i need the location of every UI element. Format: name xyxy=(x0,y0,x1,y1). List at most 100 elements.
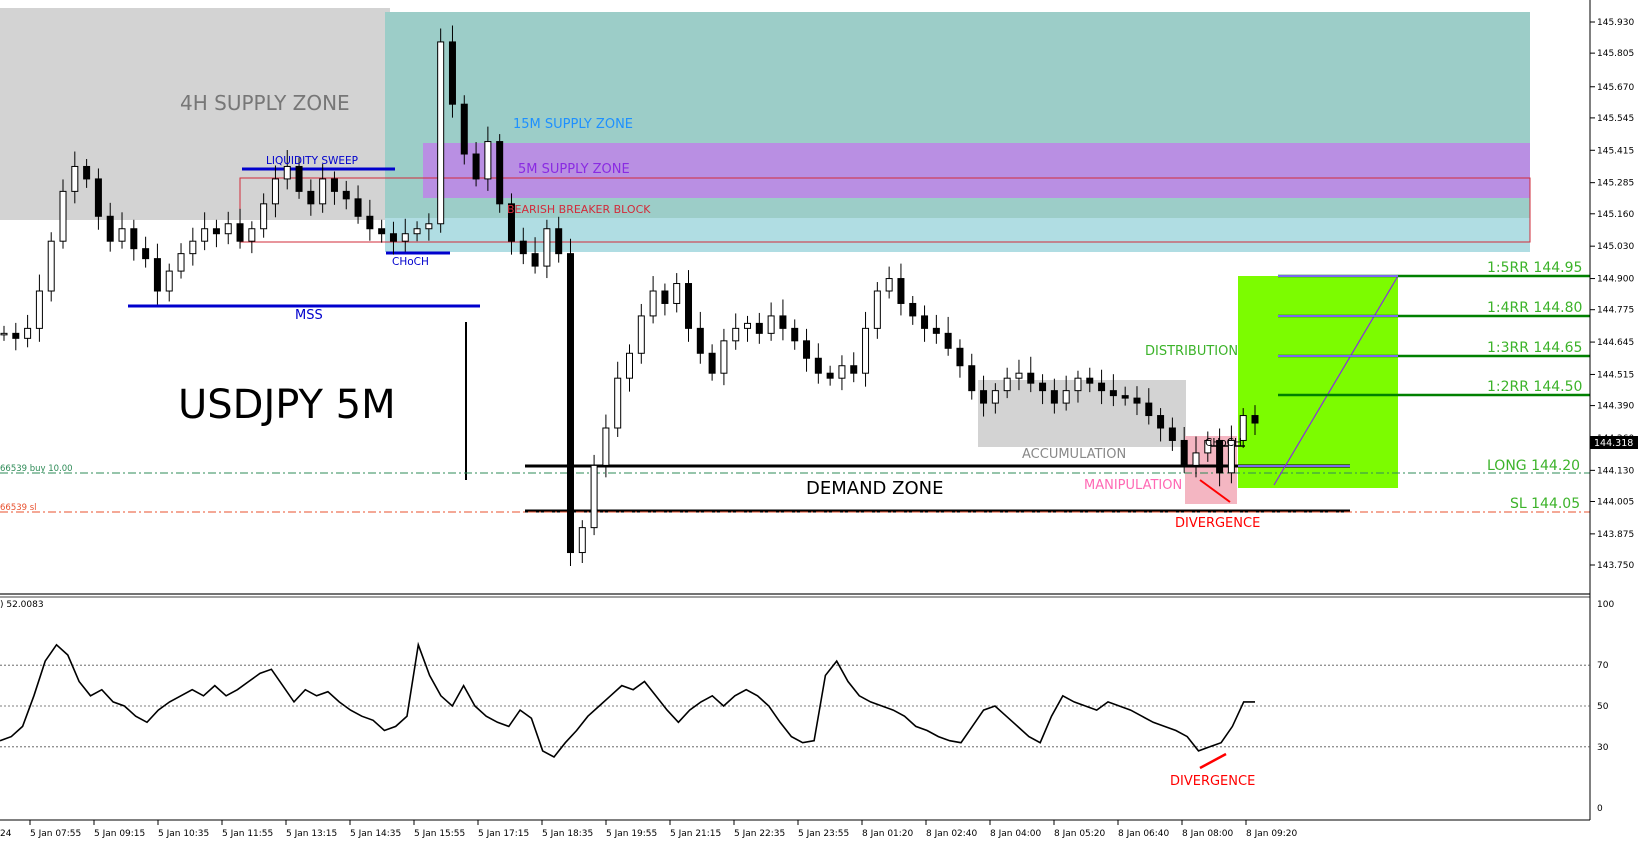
price-tick-label: 145.415 xyxy=(1597,146,1634,156)
price-tick-label: 143.750 xyxy=(1597,561,1634,571)
candle-body xyxy=(271,178,279,205)
candle-body xyxy=(189,240,197,255)
candle-body xyxy=(555,228,563,255)
time-tick-label: 5 Jan 18:35 xyxy=(542,829,593,839)
candle-body xyxy=(24,327,32,339)
candle-body xyxy=(378,228,386,235)
candle-body xyxy=(1109,390,1117,397)
candle-body xyxy=(1251,415,1259,424)
time-axis-ticks: 5 Jan 07:55 5 Jan 09:15 5 Jan 10:35 5 Jan 1… xyxy=(29,820,1298,839)
candle-body xyxy=(307,190,315,205)
candle-body xyxy=(991,390,999,404)
distribution-zone xyxy=(1238,276,1398,488)
candle-body xyxy=(1086,377,1094,384)
order-buy-label: 66539 buy 10.00 xyxy=(0,464,73,474)
candle-body xyxy=(637,315,645,354)
candle-body xyxy=(153,258,161,292)
rsi-tick-label: 30 xyxy=(1597,743,1609,753)
price-tick-label: 145.030 xyxy=(1597,242,1634,252)
rsi-label: ) 52.0083 xyxy=(0,600,44,610)
candle-body xyxy=(118,228,126,242)
divergence-price-line xyxy=(1199,479,1231,503)
price-tick-label: 144.005 xyxy=(1597,497,1634,507)
candle-body xyxy=(1074,377,1082,392)
candle-body xyxy=(330,178,338,192)
candle-body xyxy=(744,322,752,329)
candle-body xyxy=(862,327,870,374)
candle-body xyxy=(661,290,669,304)
candle-body xyxy=(83,165,91,180)
current-price-label: 144.318 xyxy=(1594,438,1633,449)
candle-body xyxy=(1027,372,1035,384)
candle-body xyxy=(1204,439,1212,454)
candle-body xyxy=(956,347,964,367)
candle-body xyxy=(566,253,574,554)
mss-label: MSS xyxy=(295,308,323,323)
time-tick-label: 5 Jan 14:35 xyxy=(350,829,401,839)
candle-body xyxy=(885,278,893,292)
candle-body xyxy=(696,327,704,354)
candle-body xyxy=(460,103,468,155)
rr4-label: 1:4RR 144.80 xyxy=(1487,300,1582,316)
candle-body xyxy=(685,283,693,329)
price-tick-label: 145.930 xyxy=(1597,18,1634,28)
candle-body xyxy=(0,332,8,336)
candle-body xyxy=(519,240,527,255)
candle-body xyxy=(626,352,633,379)
breaker-label: BEARISH BREAKER BLOCK xyxy=(507,203,651,216)
candle-body xyxy=(236,223,244,242)
rsi-tick-label: 0 xyxy=(1597,804,1603,814)
rr2-label: 1:2RR 144.50 xyxy=(1487,379,1582,395)
candle-body xyxy=(968,365,976,392)
candle-body xyxy=(283,165,291,180)
candle-body xyxy=(94,178,102,217)
time-tick-label: 5 Jan 23:55 xyxy=(798,829,849,839)
supply-zone-15m-lower xyxy=(385,218,1530,252)
time-tick-label: 8 Jan 06:40 xyxy=(1118,829,1170,839)
candle-body xyxy=(177,253,185,272)
candle-body xyxy=(224,223,232,235)
time-tick-label: 5 Jan 09:15 xyxy=(94,829,145,839)
candle-body xyxy=(106,215,114,242)
candle-body xyxy=(413,228,421,235)
supply-15m-label: 15M SUPPLY ZONE xyxy=(513,117,633,132)
price-tick-label: 143.875 xyxy=(1597,530,1634,540)
candle-body xyxy=(1098,382,1106,392)
price-tick-label: 144.775 xyxy=(1597,306,1634,316)
rsi-axis-ticks: 100 70 50 30 0 xyxy=(1597,600,1614,814)
price-axis-bg xyxy=(1590,0,1638,844)
time-tick-label: 5 Jan 22:35 xyxy=(734,829,785,839)
candle-body xyxy=(260,203,268,230)
candle-body xyxy=(590,464,598,529)
candle-body xyxy=(720,340,728,374)
candle-body xyxy=(1015,372,1023,379)
candle-body xyxy=(614,377,622,429)
candle-body xyxy=(1039,382,1047,392)
time-tick-label: 5 Jan 11:55 xyxy=(222,829,273,839)
price-tick-label: 145.285 xyxy=(1597,179,1634,189)
time-tick-label: 8 Jan 02:40 xyxy=(926,829,978,839)
candle-body xyxy=(755,322,763,334)
candle-body xyxy=(602,427,610,466)
candle-body xyxy=(1145,402,1153,417)
candle-body xyxy=(448,41,456,105)
demand-zone-label: DEMAND ZONE xyxy=(806,478,943,499)
candle-body xyxy=(838,365,846,379)
candle-body xyxy=(366,215,374,230)
time-tick-label: 8 Jan 05:20 xyxy=(1054,829,1106,839)
candle-body xyxy=(779,315,787,329)
candle-body xyxy=(803,340,811,359)
candle-body xyxy=(649,290,657,317)
candle-body xyxy=(1121,395,1129,399)
candle-body xyxy=(1239,415,1247,441)
candle-body xyxy=(71,165,79,192)
time-tick-label: 5 Jan 15:55 xyxy=(414,829,465,839)
price-tick-label: 145.670 xyxy=(1597,83,1634,93)
accumulation-label: ACCUMULATION xyxy=(1022,447,1126,462)
candle-body xyxy=(578,527,586,554)
candle-body xyxy=(389,233,397,242)
candle-body xyxy=(531,253,539,267)
price-tick-label: 144.130 xyxy=(1597,466,1634,476)
price-tick-label: 145.805 xyxy=(1597,49,1634,59)
